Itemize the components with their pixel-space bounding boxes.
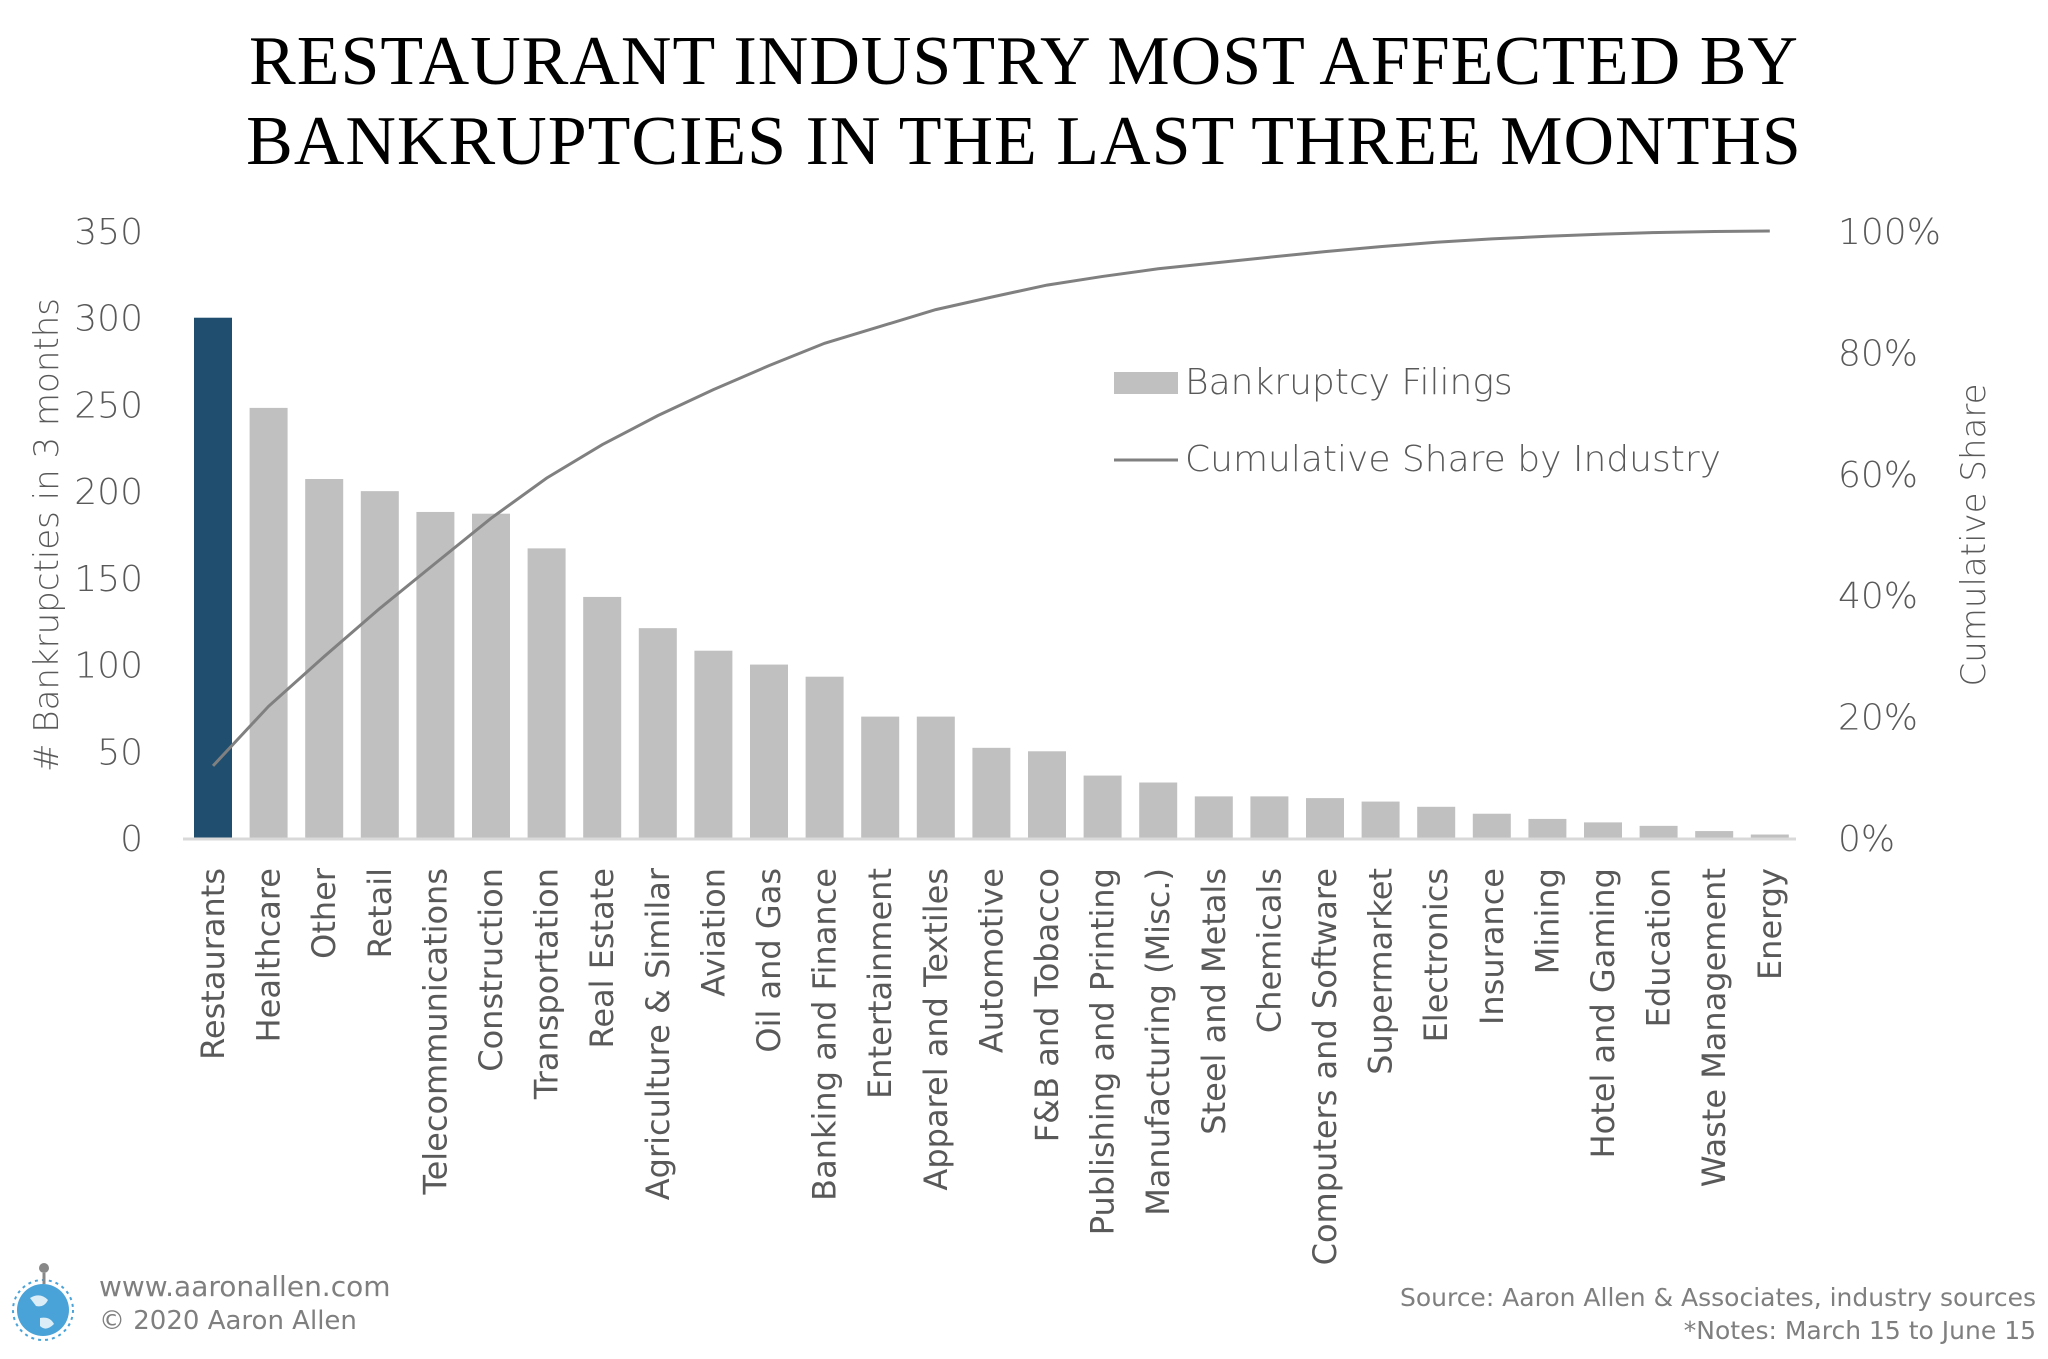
bar-aviation xyxy=(694,650,733,838)
bar-publishing-and-printing xyxy=(1083,775,1122,838)
right-axis-title: Cumulative Share xyxy=(1954,384,1994,687)
left-tick-label: 200 xyxy=(74,472,143,513)
x-tick-label: Energy xyxy=(1751,868,1789,980)
x-tick-label: Agriculture & Similar xyxy=(639,867,677,1200)
x-tick-label: Waste Management xyxy=(1695,868,1733,1187)
right-tick-label: 60% xyxy=(1838,455,1918,496)
bars-group xyxy=(194,317,1789,838)
bar-insurance xyxy=(1472,813,1511,838)
x-tick-label: Oil and Gas xyxy=(750,868,788,1053)
right-tick-label: 80% xyxy=(1838,333,1918,374)
bar-healthcare xyxy=(249,407,288,838)
x-tick-label: Manufacturing (Misc.) xyxy=(1139,868,1177,1216)
x-tick-label: Supermarket xyxy=(1362,868,1400,1075)
x-tick-label: Healthcare xyxy=(250,868,288,1042)
left-tick-label: 0 xyxy=(120,819,143,860)
left-tick-label: 250 xyxy=(74,385,143,426)
bar-chemicals xyxy=(1250,796,1289,838)
bar-restaurants xyxy=(194,317,232,838)
legend-swatch-bar xyxy=(1114,372,1178,394)
left-tick-label: 50 xyxy=(97,732,143,773)
x-tick-label: Hotel and Gaming xyxy=(1584,868,1622,1158)
left-tick-label: 300 xyxy=(74,299,143,340)
bar-hotel-and-gaming xyxy=(1584,822,1622,838)
left-axis-ticks: 0 50 100 150 200 250 300 350 xyxy=(74,212,143,860)
source-note: Source: Aaron Allen & Associates, indust… xyxy=(1399,1283,2036,1312)
x-tick-label: Aviation xyxy=(694,868,732,997)
bar-transportation xyxy=(527,548,566,838)
x-tick-label: Education xyxy=(1640,868,1678,1027)
chart-title-line-1: RESTAURANT INDUSTRY MOST AFFECTED BY xyxy=(249,23,1799,100)
y-axis-title: # Bankrupcties in 3 months xyxy=(27,298,67,772)
x-tick-label: Apparel and Textiles xyxy=(917,868,955,1191)
x-tick-label: Entertainment xyxy=(861,868,899,1099)
bar-education xyxy=(1639,825,1678,838)
x-tick-label: Mining xyxy=(1528,868,1566,974)
x-tick-label: Other xyxy=(305,867,343,959)
legend-label-bar: Bankruptcy Filings xyxy=(1185,362,1513,403)
bar-entertainment xyxy=(861,716,900,838)
x-axis-labels: Restaurants Healthcare Other Retail Telecomm… xyxy=(194,867,1789,1265)
x-tick-label: Electronics xyxy=(1417,868,1455,1042)
bar-apparel-and-textiles xyxy=(916,716,955,838)
x-tick-label: Steel and Metals xyxy=(1195,868,1233,1135)
right-tick-label: 100% xyxy=(1838,212,1941,253)
copyright: © 2020 Aaron Allen xyxy=(99,1306,357,1336)
bar-mining xyxy=(1528,818,1567,838)
x-tick-label: Restaurants xyxy=(194,868,232,1060)
chart-title-line-2: BANKRUPTCIES IN THE LAST THREE MONTHS xyxy=(246,103,1802,180)
x-tick-label: Banking and Finance xyxy=(806,868,844,1201)
x-tick-label: Insurance xyxy=(1473,868,1511,1025)
x-tick-label: Chemicals xyxy=(1250,868,1288,1033)
x-tick-label: Telecommunications xyxy=(416,868,454,1196)
bar-electronics xyxy=(1417,806,1456,838)
bar-manufacturing-misc- xyxy=(1139,782,1178,838)
legend: Bankruptcy Filings Cumulative Share by I… xyxy=(1114,362,1721,480)
right-axis-ticks: 0% 20% 40% 60% 80% 100% xyxy=(1838,212,1941,860)
left-tick-label: 100 xyxy=(74,646,143,687)
bar-agriculture-similar xyxy=(638,628,677,838)
right-tick-label: 20% xyxy=(1838,698,1918,739)
x-tick-label: Computers and Software xyxy=(1306,868,1344,1265)
legend-label-line: Cumulative Share by Industry xyxy=(1185,439,1721,480)
right-tick-label: 40% xyxy=(1838,576,1918,617)
globe-logo-icon xyxy=(12,1263,74,1341)
bar-steel-and-metals xyxy=(1194,796,1233,838)
x-tick-label: Publishing and Printing xyxy=(1084,868,1122,1235)
bar-retail xyxy=(360,491,399,838)
chart-title: RESTAURANT INDUSTRY MOST AFFECTED BY BAN… xyxy=(0,22,2048,182)
bar-waste-management xyxy=(1695,831,1734,838)
bar-real-estate xyxy=(583,596,622,838)
x-tick-label: Automotive xyxy=(972,868,1010,1053)
bar-supermarket xyxy=(1361,801,1400,838)
cumulative-share-line xyxy=(211,229,1770,767)
bar-automotive xyxy=(972,747,1011,838)
bar-computers-and-software xyxy=(1306,798,1344,838)
bar-banking-and-finance xyxy=(805,676,844,838)
left-tick-label: 150 xyxy=(74,559,143,600)
left-tick-label: 350 xyxy=(74,212,143,253)
bar-oil-and-gas xyxy=(750,664,788,838)
bar-f-b-and-tobacco xyxy=(1028,751,1066,838)
date-note: *Notes: March 15 to June 15 xyxy=(1683,1316,2036,1345)
x-tick-label: Transportation xyxy=(528,868,566,1100)
x-tick-label: Construction xyxy=(472,868,510,1072)
x-tick-label: Real Estate xyxy=(583,868,621,1048)
right-tick-label: 0% xyxy=(1838,819,1895,860)
bar-construction xyxy=(472,513,510,838)
website-link[interactable]: www.aaronallen.com xyxy=(99,1270,391,1303)
x-tick-label: F&B and Tobacco xyxy=(1028,868,1066,1142)
bar-energy xyxy=(1750,834,1789,838)
x-tick-label: Retail xyxy=(361,868,399,958)
bar-telecommunications xyxy=(416,511,455,838)
